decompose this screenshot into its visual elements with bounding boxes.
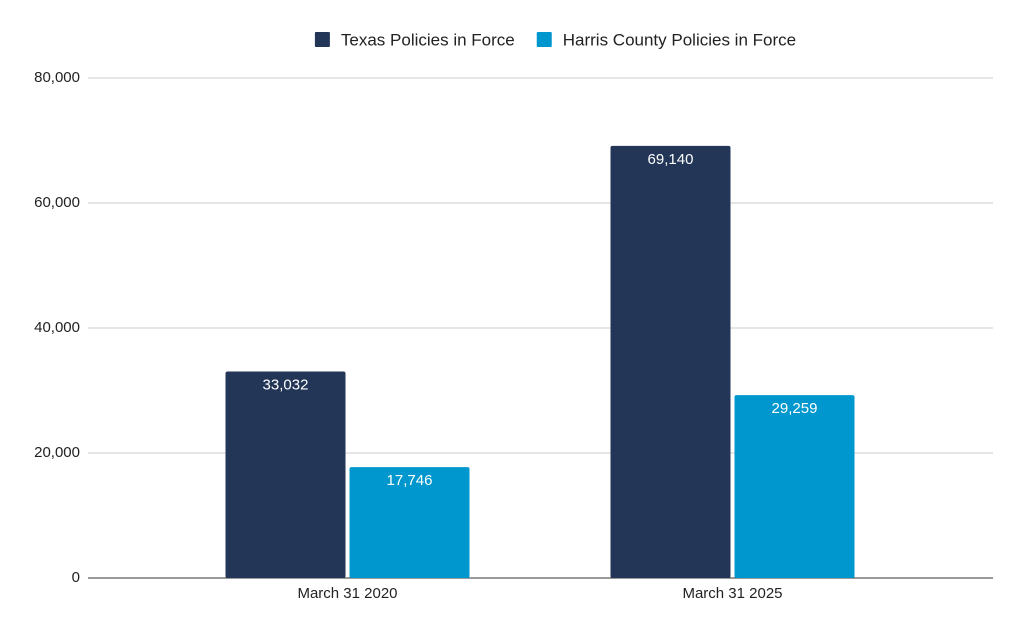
- y-tick-label: 0: [72, 569, 80, 586]
- x-tick-label: March 31 2020: [297, 585, 397, 602]
- value-label: 17,746: [387, 472, 433, 489]
- value-label: 69,140: [648, 151, 694, 168]
- legend-text: Texas Policies in Force: [341, 30, 515, 49]
- value-label: 29,259: [772, 400, 818, 417]
- y-tick-label: 40,000: [34, 319, 80, 336]
- y-tick-label: 80,000: [34, 69, 80, 86]
- legend-swatch: [536, 32, 552, 47]
- x-tick-label: March 31 2025: [682, 585, 782, 602]
- bar: [610, 145, 731, 578]
- legend-swatch: [314, 32, 330, 47]
- y-tick-label: 20,000: [34, 444, 80, 461]
- bar: [349, 467, 470, 578]
- bar: [734, 395, 855, 578]
- value-label: 33,032: [263, 377, 309, 394]
- y-tick-label: 60,000: [34, 194, 80, 211]
- bar: [225, 371, 346, 578]
- legend-text: Harris County Policies in Force: [563, 30, 796, 49]
